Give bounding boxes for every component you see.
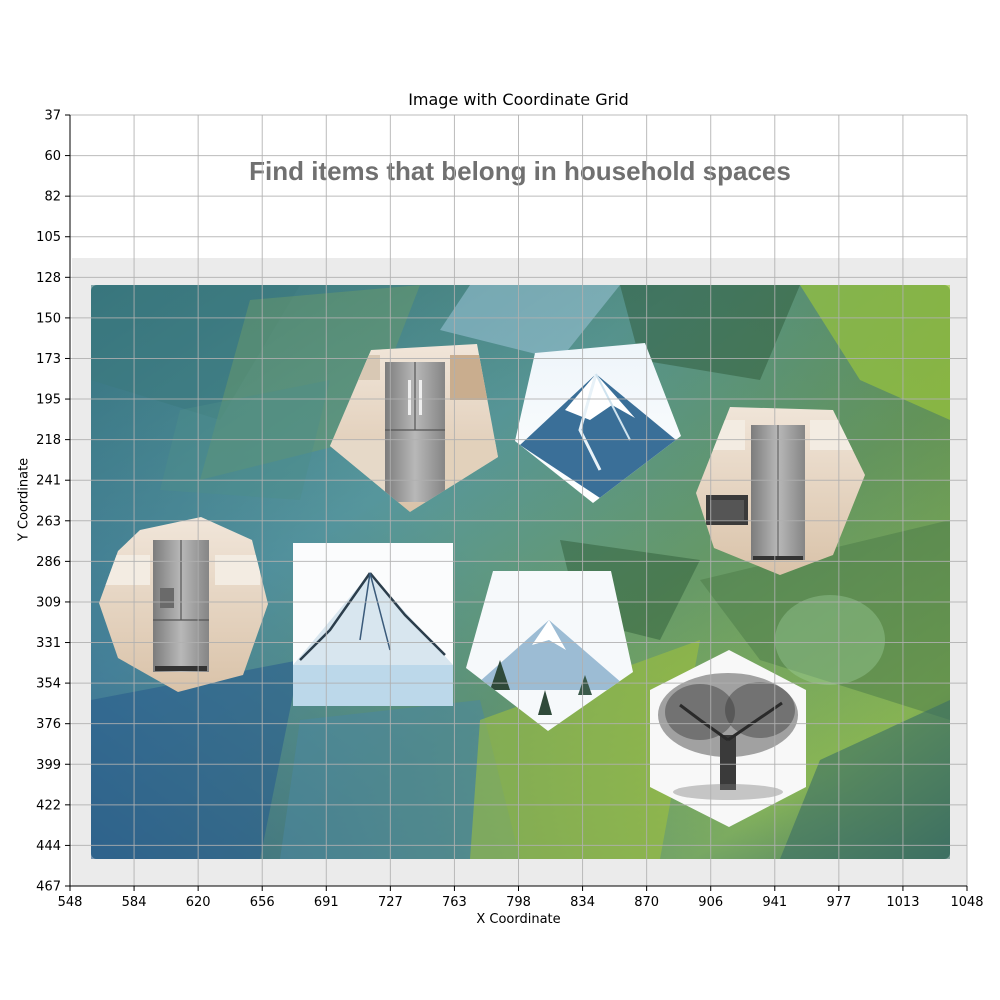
y-tick-label: 37 <box>44 109 61 124</box>
x-tick-label: 727 <box>378 895 403 910</box>
x-tick-label: 1013 <box>886 895 919 910</box>
mountain-icon <box>470 620 630 690</box>
y-tick-label: 241 <box>36 474 61 489</box>
y-tick-label: 467 <box>36 880 61 895</box>
x-tick-label: 763 <box>442 895 467 910</box>
x-tick-label: 691 <box>314 895 339 910</box>
x-tick-label: 548 <box>58 895 83 910</box>
x-tick-label: 906 <box>698 895 723 910</box>
x-tick-label: 870 <box>634 895 659 910</box>
y-tick-label: 263 <box>36 514 61 529</box>
x-tick-label: 977 <box>826 895 851 910</box>
y-tick-label: 105 <box>36 230 61 245</box>
tile-tree[interactable] <box>645 645 810 830</box>
y-tick-label: 60 <box>44 149 61 164</box>
y-tick-label: 286 <box>36 555 61 570</box>
x-tick-label: 834 <box>570 895 595 910</box>
y-tick-label: 218 <box>36 433 61 448</box>
y-axis-ticks: 37 60 82 105 128 150 173 195 218 241 263 286 309 331 3… <box>36 109 70 895</box>
x-tick-label: 798 <box>506 895 531 910</box>
mountain-icon <box>293 573 453 665</box>
y-tick-label: 195 <box>36 393 61 408</box>
y-tick-label: 354 <box>36 677 61 692</box>
y-axis-label: Y Coordinate <box>16 457 32 542</box>
y-tick-label: 331 <box>36 636 61 651</box>
y-tick-label: 173 <box>36 352 61 367</box>
x-axis-label: X Coordinate <box>476 912 561 927</box>
x-tick-label: 620 <box>186 895 211 910</box>
x-tick-label: 584 <box>122 895 147 910</box>
x-axis-ticks: 548 584 620 656 691 727 763 798 834 870 906 941 977 1… <box>58 886 984 910</box>
coordinate-grid <box>69 114 968 887</box>
y-tick-label: 150 <box>36 311 61 326</box>
instruction-text: Find items that belong in household spac… <box>249 156 791 186</box>
tile-mountain-2[interactable] <box>293 543 453 706</box>
y-tick-label: 376 <box>36 717 61 732</box>
y-tick-label: 444 <box>36 839 61 854</box>
x-tick-label: 1048 <box>950 895 983 910</box>
chart-title: Image with Coordinate Grid <box>408 90 629 109</box>
y-tick-label: 128 <box>36 271 61 286</box>
y-tick-label: 82 <box>44 190 61 205</box>
x-tick-label: 941 <box>762 895 787 910</box>
y-tick-label: 399 <box>36 758 61 773</box>
tree-icon <box>658 673 798 757</box>
y-tick-label: 309 <box>36 595 61 610</box>
y-tick-label: 422 <box>36 798 61 813</box>
x-tick-label: 656 <box>250 895 275 910</box>
mountain-icon <box>520 374 676 498</box>
